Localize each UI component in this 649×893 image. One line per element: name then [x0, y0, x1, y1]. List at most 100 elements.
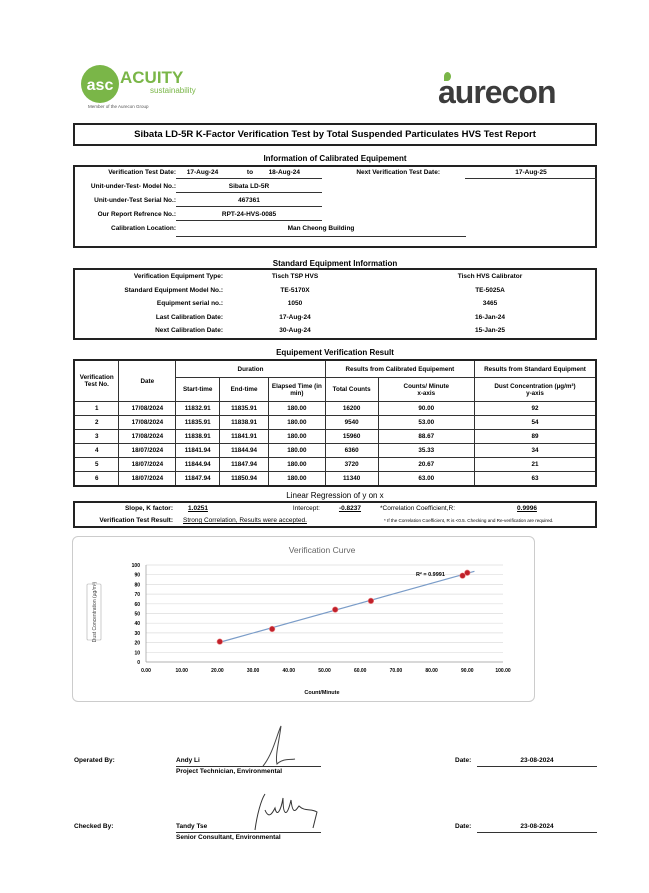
label: Intercept:	[292, 505, 320, 512]
data-point	[464, 569, 471, 576]
standard-label: Next Calibration Date:	[155, 327, 223, 334]
checked-label: Checked By:	[74, 823, 114, 830]
table-cell: 63.00	[377, 471, 476, 487]
standard-calibrator-value: TE-5025A	[475, 286, 505, 294]
table-cell: 11850.94	[219, 471, 269, 487]
standard-calibrator-value: 3465	[482, 300, 498, 307]
x-tick-label: 70.00	[390, 668, 403, 674]
standard-calibrator-value: 16-Jan-24	[475, 313, 505, 321]
data-point	[269, 625, 276, 633]
standard-label: Standard Equipment Model No.:	[124, 286, 223, 294]
signature-tandy	[254, 793, 318, 831]
report-title: Sibata LD-5R K-Factor Verification Test …	[73, 123, 597, 146]
standard-hvs-value: 1050	[287, 300, 303, 307]
y-tick-label: 50	[134, 612, 140, 618]
label: Slope, K factor:	[124, 505, 173, 512]
table-cell: 5	[73, 457, 120, 472]
label: Unit-under-Test Serial No.:	[94, 197, 176, 204]
standard-hvs-value: 30-Aug-24	[279, 327, 311, 334]
data-point	[216, 638, 223, 645]
next-verification-date: 17-Aug-25	[465, 169, 597, 179]
standard-hvs-value: 17-Aug-24	[279, 313, 311, 321]
standard-calibrator-value: 15-Jan-25	[475, 327, 505, 334]
test-result: Strong Correlation, Results were accepte…	[183, 517, 307, 524]
regression-box	[73, 501, 597, 528]
r-squared-label: R² = 0.9991	[416, 571, 445, 578]
x-tick-label: 40.00	[283, 668, 296, 674]
table-cell: 11340	[324, 471, 379, 487]
y-tick-label: 60	[134, 602, 140, 608]
operated-title: Project Technician, Environmental	[176, 768, 283, 775]
table-cell: 20.67	[377, 457, 476, 472]
table-cell: 63	[474, 471, 597, 487]
date-operated: 23-08-2024	[477, 757, 597, 767]
location-value: Man Cheong Building	[176, 225, 466, 237]
y-tick-label: 100	[132, 563, 141, 569]
table-cell: 180.00	[267, 457, 326, 472]
label: *Correlation Coefficient,R:	[380, 505, 456, 512]
x-tick-label: 100.00	[495, 668, 511, 674]
standard-hvs-value: Tisch TSP HVS	[271, 273, 319, 280]
header-total: Total Counts	[324, 377, 379, 402]
y-tick-label: 10	[134, 650, 140, 656]
y-tick-label: 20	[134, 641, 140, 647]
data-point	[459, 572, 466, 579]
table-cell: 11844.94	[175, 457, 221, 472]
table-cell: 21	[474, 457, 597, 472]
test-date-from: 17-Aug-24	[186, 169, 219, 176]
table-cell: 180.00	[267, 471, 326, 487]
x-tick-label: 30.00	[247, 668, 260, 674]
header-end: End-time	[219, 377, 269, 402]
header-date: Date	[118, 359, 177, 402]
header-cpm: Counts/ Minute x-axis	[377, 377, 476, 402]
cpm-axis: x-axis	[417, 389, 436, 397]
x-tick-label: 20.00	[211, 668, 224, 674]
data-point	[332, 606, 339, 613]
x-tick-label: 10.00	[175, 668, 188, 674]
y-axis-label: Dust Concentration (µg/m³)	[92, 581, 98, 642]
x-axis-label: Count/Minute	[304, 690, 339, 696]
x-tick-label: 0.00	[141, 668, 151, 674]
intercept-value: -0.8237	[338, 505, 362, 512]
signature-andy	[262, 725, 296, 767]
label: Next Verification Test Date:	[356, 169, 440, 176]
x-tick-label: 50.00	[318, 668, 331, 674]
standard-label: Equipment serial no.:	[156, 300, 223, 307]
date-checked: 23-08-2024	[477, 823, 597, 833]
results-heading: Equipement Verification Result	[276, 348, 394, 357]
header-dust: Dust Concentration (µg/m³) y-axis	[474, 377, 597, 402]
table-row: 5 18/07/2024 11844.94 11847.94 180.00 3720 20.…	[73, 457, 597, 472]
chart-title: Verification Curve	[289, 545, 356, 555]
header-test-no: Verification Test No.	[73, 359, 120, 402]
label: Our Report Refrence No.:	[97, 211, 176, 218]
table-row: 4 18/07/2024 11841.94 11844.94 180.00 6360 35.…	[73, 443, 597, 458]
table-cell: 11841.94	[175, 443, 221, 458]
standard-hvs-value: TE-5170X	[280, 286, 310, 294]
slope-value: 1.0251	[188, 505, 208, 512]
table-cell: 11847.94	[219, 457, 269, 472]
label: Verification Test Result:	[99, 517, 173, 524]
label: Unit-under-Test- Model No.:	[90, 183, 176, 190]
y-tick-label: 80	[134, 582, 140, 588]
x-tick-label: 90.00	[461, 668, 474, 674]
standard-info-box	[73, 268, 597, 340]
dust-label: Dust Concentration (µg/m³)	[494, 382, 576, 390]
to-label: to	[246, 169, 254, 176]
r-value: 0.9996	[517, 505, 537, 512]
standard-heading: Standard Equipment Information	[272, 259, 398, 268]
header-elapsed: Elapsed Time (in min)	[267, 377, 326, 402]
y-tick-label: 0	[137, 660, 140, 666]
x-tick-label: 80.00	[425, 668, 438, 674]
note: * If the Correlation Coefficient, R is <…	[384, 518, 554, 523]
standard-calibrator-value: Tisch HVS Calibrator	[457, 273, 523, 280]
svg-text:asc: asc	[87, 77, 114, 94]
date-label: Date:	[455, 823, 472, 830]
y-tick-label: 30	[134, 631, 140, 637]
checked-title: Senior Consultant, Environmental	[176, 834, 281, 841]
table-row: 6 18/07/2024 11847.94 11850.94 180.00 11340 63…	[73, 471, 597, 487]
operated-label: Operated By:	[74, 757, 115, 764]
label: Verification Test Date:	[108, 169, 176, 176]
chart-container	[72, 536, 535, 702]
